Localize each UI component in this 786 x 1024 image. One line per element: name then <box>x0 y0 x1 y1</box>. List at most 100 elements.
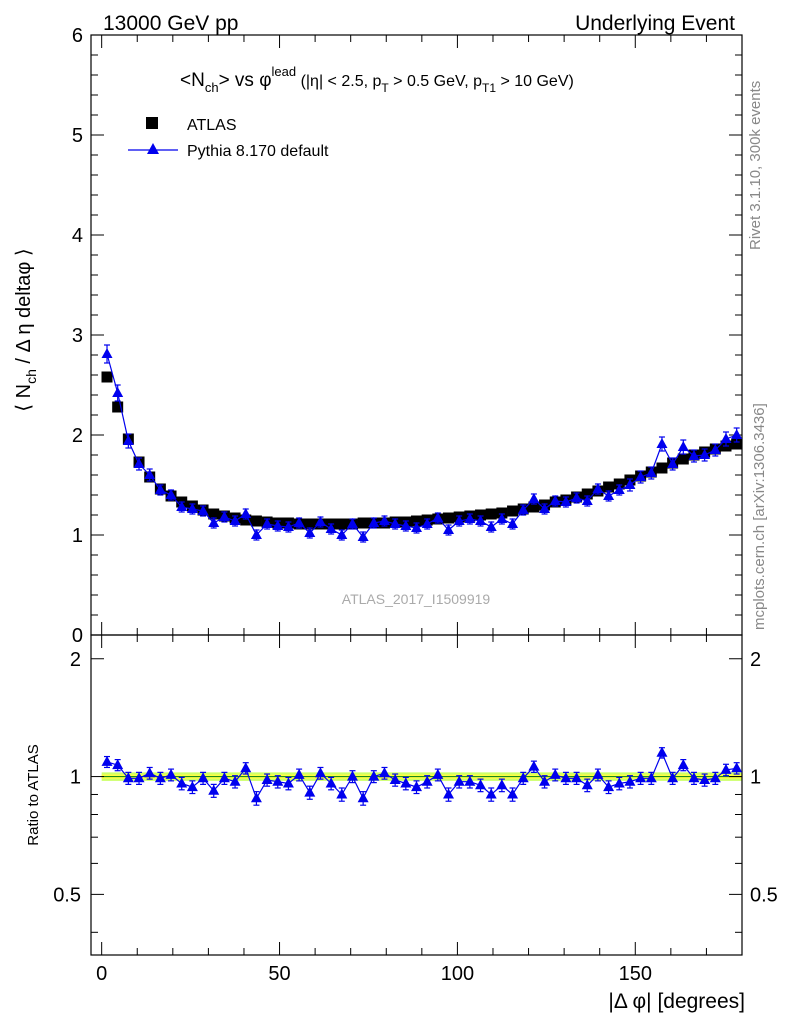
atlas-point <box>603 481 615 493</box>
pythia-point <box>368 517 380 527</box>
header-left: 13000 GeV pp <box>103 12 238 35</box>
atlas-point <box>443 512 455 524</box>
pythia-point <box>549 495 561 505</box>
legend-atlas-label: ATLAS <box>187 117 237 134</box>
pythia-point <box>133 458 145 468</box>
pythia-point <box>165 489 177 499</box>
ratio-point <box>133 772 145 783</box>
ratio-point <box>645 772 657 783</box>
ylabel-pre: ⟨ N <box>13 384 35 412</box>
pythia-point <box>325 523 337 533</box>
atlas-point <box>112 401 124 413</box>
pythia-point <box>336 529 348 539</box>
ratio-point <box>677 759 689 770</box>
atlas-point <box>250 515 262 527</box>
ratio-ticks <box>91 635 743 955</box>
ratio-point <box>208 784 220 795</box>
ratio-point <box>261 773 273 784</box>
atlas-point <box>357 517 369 529</box>
pythia-point <box>656 438 668 448</box>
pythia-point <box>304 527 316 537</box>
pythia-point <box>389 518 401 528</box>
main-y-label: ⟨ Nch / Δ η deltaφ ⟩ <box>13 248 39 411</box>
ratio-point <box>336 788 348 799</box>
ratio-point <box>400 777 412 788</box>
ratio-point <box>464 775 476 786</box>
y-tick-label: 6 <box>72 25 83 47</box>
pythia-point <box>229 515 241 525</box>
ratio-y-label: Ratio to ATLAS <box>25 744 42 845</box>
main-series <box>101 344 743 543</box>
pythia-point <box>112 387 124 397</box>
ratio-point <box>421 775 433 786</box>
pythia-point <box>613 484 625 494</box>
ratio-point <box>112 759 124 770</box>
rivet-label: Rivet 3.1.10, 300k events <box>747 81 764 250</box>
pythia-point <box>720 433 732 443</box>
pythia-point <box>197 505 209 515</box>
pythia-point <box>411 522 422 532</box>
ratio-point <box>731 762 743 773</box>
pythia-point <box>293 517 305 527</box>
atlas-point <box>485 508 497 520</box>
pythia-point <box>528 493 540 503</box>
pythia-point <box>571 492 583 502</box>
ratio-point <box>165 768 177 779</box>
ratio-point <box>389 773 401 784</box>
pythia-point <box>122 435 134 445</box>
x-axis-label: |Δ φ| [degrees] <box>608 990 745 1013</box>
ratio-point <box>378 767 390 778</box>
ratio-point <box>304 786 316 797</box>
pythia-point <box>218 511 230 521</box>
pythia-point <box>357 531 369 541</box>
atlas-point <box>240 514 252 526</box>
ratio-point <box>282 777 294 788</box>
ratio-point <box>314 767 326 778</box>
legend-pythia-label: Pythia 8.170 default <box>187 143 329 160</box>
pythia-point <box>261 518 273 528</box>
ratio-point <box>154 772 166 783</box>
pythia-point <box>496 513 508 523</box>
ratio-point <box>218 772 230 783</box>
title-sub-t: T <box>381 81 389 95</box>
pythia-point <box>240 508 252 518</box>
pythia-point <box>208 517 220 527</box>
pythia-point <box>709 444 721 454</box>
ratio-point <box>688 772 700 783</box>
pythia-point <box>624 479 636 489</box>
pythia-point <box>186 503 198 513</box>
ratio-point <box>656 746 668 757</box>
pythia-point <box>560 496 572 506</box>
ratio-point <box>667 772 679 783</box>
y-tick-label: 4 <box>72 225 83 247</box>
ratio-point <box>517 772 529 783</box>
ratio-point <box>240 762 252 773</box>
x-tick-label: 150 <box>619 963 652 985</box>
ratio-point <box>186 781 198 792</box>
pythia-point <box>453 515 465 525</box>
pythia-point <box>144 469 156 479</box>
ratio-point <box>539 775 551 786</box>
pythia-point <box>282 521 294 531</box>
title-sub-t1: T1 <box>482 81 496 95</box>
pythia-point <box>443 524 455 534</box>
x-tick-label: 50 <box>268 963 290 985</box>
pythia-point <box>688 450 700 460</box>
title-sub-ch: ch <box>205 80 219 95</box>
ratio-y-tick-label: 1 <box>70 767 81 789</box>
header-right: Underlying Event <box>575 12 735 35</box>
ratio-point <box>613 777 625 788</box>
atlas-point <box>336 518 348 530</box>
pythia-point <box>176 501 188 511</box>
ratio-point <box>229 775 241 786</box>
ratio-point <box>528 760 540 771</box>
ylabel-post: / Δ η deltaφ ⟩ <box>13 248 35 369</box>
atlas-point <box>656 462 668 474</box>
pythia-point <box>667 458 679 468</box>
ratio-point <box>581 779 593 790</box>
pythia-point <box>346 518 358 528</box>
pythia-point <box>699 449 711 459</box>
title-main: <N <box>180 70 205 91</box>
ratio-point <box>720 763 732 774</box>
